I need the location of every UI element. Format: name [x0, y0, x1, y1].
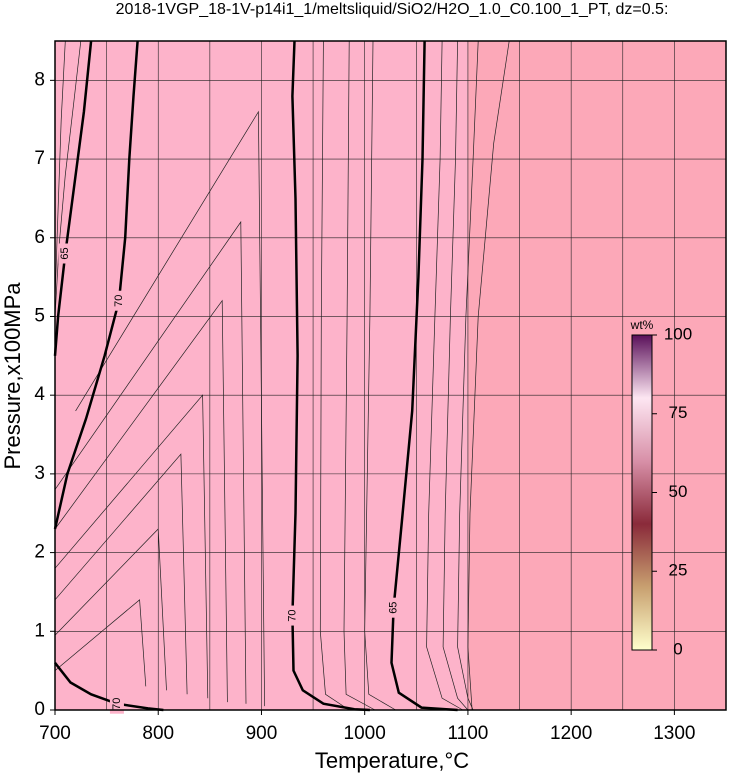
contour-line	[467, 40, 510, 711]
x-tick-label: 1100	[447, 723, 488, 744]
contour-line	[54, 662, 164, 712]
contour-line	[457, 40, 479, 711]
contour-line	[319, 40, 350, 711]
contour-label: 70	[286, 609, 298, 621]
contour-line	[54, 299, 228, 703]
colorbar-tick-label: 50	[669, 482, 688, 501]
y-tick-label: 3	[34, 463, 45, 484]
contour-line	[364, 40, 396, 711]
x-axis-label: Temperature,°C	[315, 748, 469, 773]
contour-label: 65	[388, 602, 400, 614]
colorbar-tick-label: 75	[669, 403, 688, 422]
contour-label-bg	[386, 597, 401, 618]
x-tick-label: 1200	[550, 723, 592, 744]
y-tick-label: 5	[34, 305, 45, 326]
contour-label: 65	[59, 247, 71, 259]
plot-frame	[54, 40, 727, 711]
y-tick-label: 6	[34, 227, 45, 248]
contour-line	[75, 110, 265, 707]
y-tick-label: 0	[34, 699, 45, 720]
contour-line	[54, 528, 167, 691]
colorbar-tick-label: 100	[664, 324, 692, 343]
x-tick-label: 900	[246, 723, 278, 744]
contour-line	[54, 40, 66, 301]
colorbar-tick-label: 25	[669, 561, 688, 580]
contour-line	[53, 40, 93, 356]
contour-line	[426, 40, 463, 711]
y-tick-label: 4	[34, 384, 45, 405]
contour-line	[54, 453, 188, 695]
y-tick-label: 1	[34, 620, 45, 641]
contour-line	[54, 40, 82, 317]
contour-label-bg	[112, 290, 127, 311]
x-tick-label: 800	[142, 723, 174, 744]
colorbar-label: wt%	[630, 318, 654, 332]
fill-region	[467, 41, 726, 710]
x-tick-label: 1000	[344, 723, 386, 744]
contour-label-bg	[58, 243, 73, 264]
y-tick-label: 7	[34, 148, 45, 169]
chart-title: 2018-1VGP_18-1V-p14i1_1/meltsliquid/SiO2…	[116, 1, 669, 18]
contour-label: 70	[113, 295, 125, 307]
colorbar-tick-label: 0	[673, 639, 682, 658]
x-tick-label: 1300	[653, 723, 695, 744]
contour-line	[54, 599, 147, 687]
contour-label-bg	[109, 693, 124, 714]
y-tick-label: 2	[34, 542, 45, 563]
contour-line	[442, 40, 469, 711]
contour-line	[54, 394, 209, 699]
contour-line	[54, 220, 247, 704]
contour-label: 70	[111, 698, 123, 710]
contour-label-bg	[285, 605, 300, 626]
y-tick-label: 8	[34, 69, 45, 90]
contour-line	[390, 40, 458, 712]
contour-line	[343, 40, 376, 711]
colorbar	[631, 334, 653, 651]
y-axis-label: Pressure,x100MPa	[0, 282, 25, 470]
x-tick-label: 700	[39, 723, 71, 744]
